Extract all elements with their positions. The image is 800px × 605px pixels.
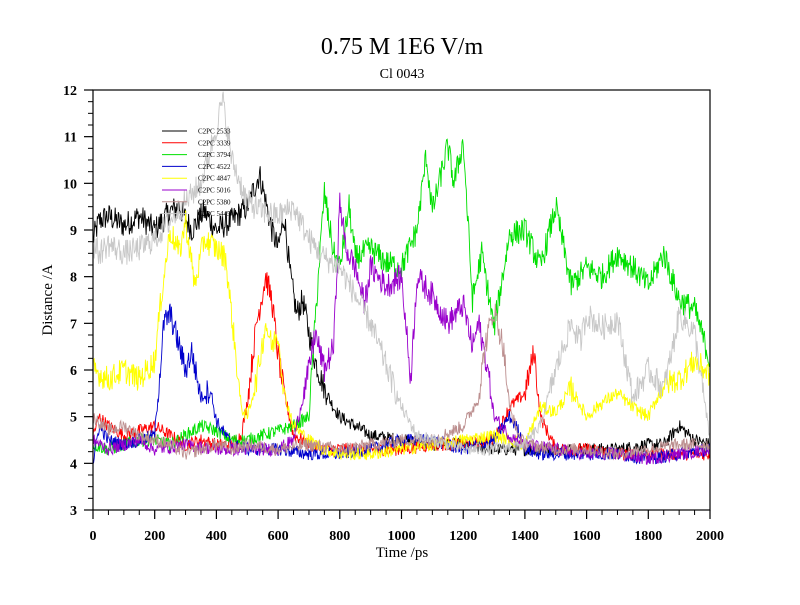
y-tick-label: 11 <box>64 131 77 146</box>
y-tick-label: 10 <box>63 177 77 192</box>
x-tick-label: 1800 <box>634 529 662 544</box>
x-tick-label: 1400 <box>511 529 539 544</box>
chart-legend: C2PC 2533 C2PC 3339 C2PC 3794 C2PC 4522 C2PC… <box>162 128 231 218</box>
y-tick-label: 9 <box>70 224 77 239</box>
y-tick-label: 7 <box>70 317 77 332</box>
series-line-c2pc-5380 <box>93 303 710 461</box>
legend-label: C2PC 5380 <box>198 198 231 206</box>
x-tick-label: 2000 <box>696 529 724 544</box>
x-tick-label: 400 <box>206 529 227 544</box>
chart-title: 0.75 M 1E6 V/m <box>321 34 484 60</box>
y-tick-label: 8 <box>70 271 77 286</box>
chart-subtitle: Cl 0043 <box>380 67 425 82</box>
axes-layer: 0 200 400 600 800 1000 1200 1400 1600 1800 2000 3 4 5… <box>63 84 724 544</box>
legend-label: C2PC 5445 <box>198 210 231 218</box>
legend-label: C2PC 3794 <box>198 151 231 159</box>
legend-label: C2PC 3339 <box>198 139 231 147</box>
legend-label: C2PC 4847 <box>198 175 231 183</box>
series-layer <box>93 91 710 465</box>
series-line-c2pc-5445 <box>93 91 710 456</box>
y-tick-label: 12 <box>63 84 77 99</box>
y-tick-label: 6 <box>70 364 77 379</box>
x-tick-label: 1600 <box>573 529 601 544</box>
legend-label: C2PC 5016 <box>198 187 231 195</box>
y-tick-label: 3 <box>70 504 77 519</box>
y-tick-label: 4 <box>70 457 77 472</box>
legend-label: C2PC 4522 <box>198 163 231 171</box>
x-tick-label: 600 <box>268 529 289 544</box>
x-tick-label: 1200 <box>449 529 477 544</box>
legend-label: C2PC 2533 <box>198 128 231 136</box>
x-tick-label: 1000 <box>388 529 416 544</box>
x-tick-label: 0 <box>90 529 97 544</box>
x-tick-label: 200 <box>144 529 165 544</box>
series-line-c2pc-4847 <box>93 210 710 461</box>
x-axis-label: Time /ps <box>376 545 429 561</box>
y-axis-label: Distance /A <box>40 264 56 335</box>
x-tick-label: 800 <box>329 529 350 544</box>
y-tick-label: 5 <box>70 411 77 426</box>
